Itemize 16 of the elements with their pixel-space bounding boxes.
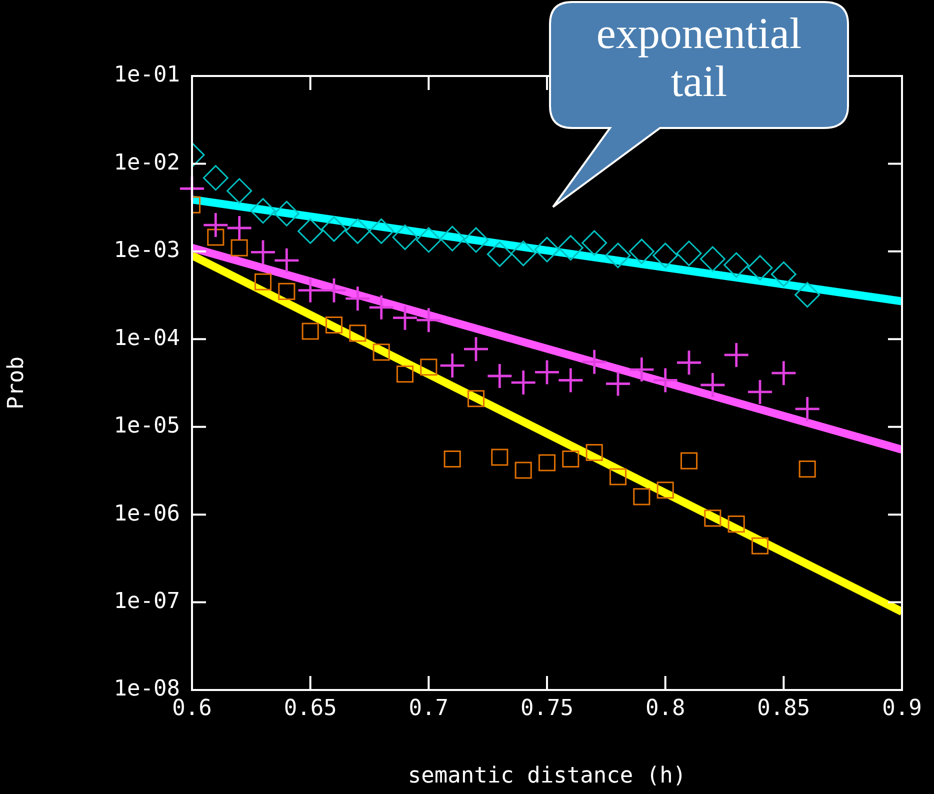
x-axis-title: semantic distance (h) [408,764,686,789]
y-tick-label: 1e-07 [114,589,180,614]
y-axis-title: Prob [4,356,29,410]
x-tick-label: 0.8 [645,696,686,721]
y-tick-label: 1e-04 [114,326,180,351]
x-tick-label: 0.9 [882,696,922,721]
y-tick-label: 1e-05 [114,414,180,439]
y-tick-label: 1e-06 [114,501,180,526]
y-tick-label: 1e-03 [114,238,180,264]
x-tick-label: 0.75 [520,696,574,721]
x-tick-label: 0.65 [284,696,337,721]
y-tick-label: 1e-02 [114,150,180,176]
annotation: exponential tail [595,9,803,106]
x-tick-label: 0.85 [757,696,810,721]
y-tick-label: 1e-01 [114,62,180,88]
x-tick-label: 0.7 [408,696,449,721]
